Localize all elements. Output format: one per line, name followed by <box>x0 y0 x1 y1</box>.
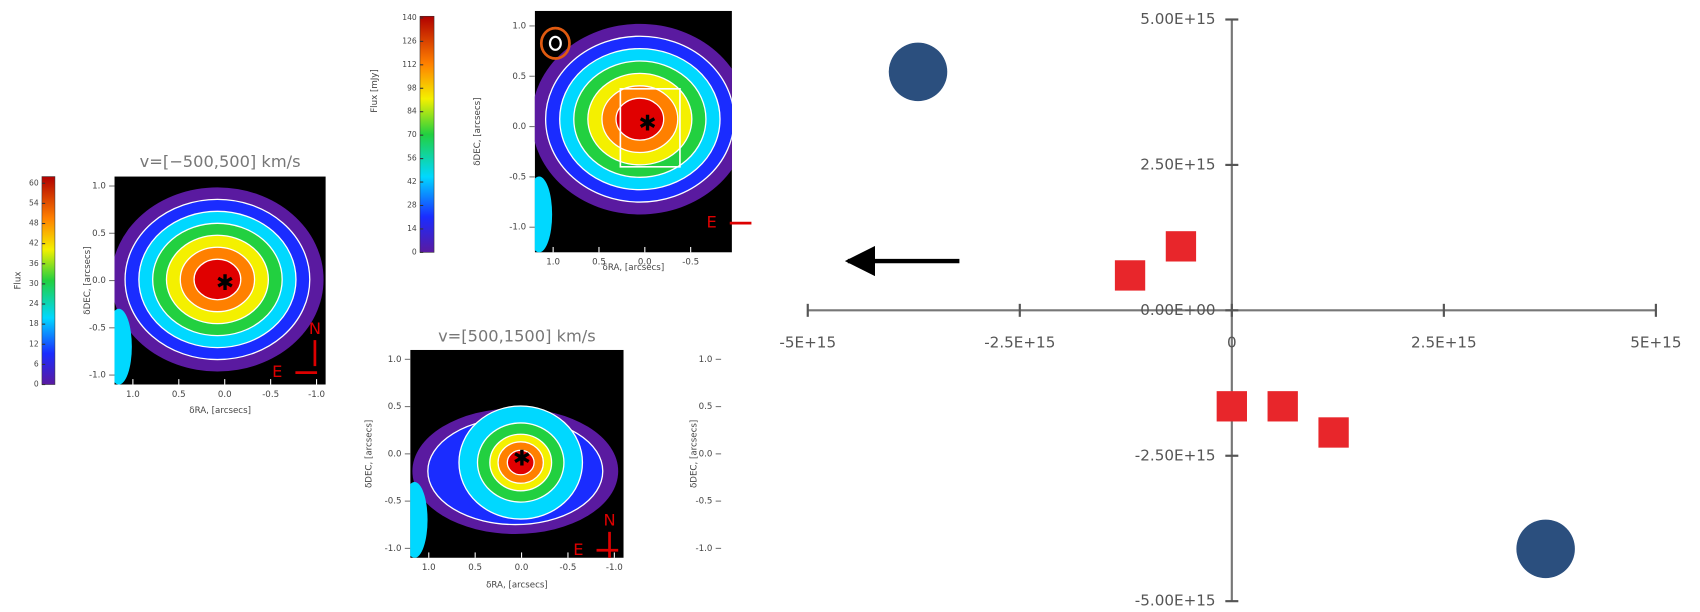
y-tick-label: -1.0 <box>509 223 526 233</box>
y-tick-label: 0.0 <box>92 276 106 286</box>
x-tick-label: 0.0 <box>515 563 529 573</box>
x-tick-label: 0.5 <box>172 390 186 400</box>
y-tick-label: 1.0 <box>92 182 106 192</box>
x-axis-label: δRA, [arcsecs] <box>486 580 548 590</box>
colorbar <box>420 16 434 252</box>
y-tick-label: -1.0 <box>696 544 713 554</box>
point <box>1318 417 1348 447</box>
colorbar-tick-label: 0 <box>34 380 39 389</box>
colorbar-tick-label: 98 <box>407 83 417 92</box>
x-tick-label: 5E+15 <box>1630 333 1681 351</box>
x-tick-label: -0.5 <box>560 563 577 573</box>
x-tick-label: -5E+15 <box>779 333 836 351</box>
compass-label: N <box>309 319 321 338</box>
y-tick-label: 2.50E+15 <box>1140 155 1215 173</box>
y-axis-label: δDEC, [arcsecs] <box>473 97 483 165</box>
y-axis-label: δDEC, [arcsecs] <box>365 420 375 488</box>
colorbar-tick-label: 60 <box>29 178 39 187</box>
colorbar-tick-label: 30 <box>29 279 39 288</box>
y-tick-label: 1.0 <box>699 355 713 365</box>
colorbar-label: Flux <box>14 272 24 290</box>
x-tick-label: 0.5 <box>468 563 482 573</box>
x-tick-label: -1.0 <box>606 563 623 573</box>
colorbar-tick-label: 18 <box>29 319 39 328</box>
y-tick-label: -0.5 <box>89 323 106 333</box>
colorbar-label: Flux [mJy] <box>370 69 380 113</box>
compass-label: E <box>707 213 717 232</box>
colorbar-tick-label: 6 <box>34 359 39 368</box>
y-tick-label: 0.00E+00 <box>1140 301 1215 319</box>
x-tick-label: 1.0 <box>546 258 560 268</box>
x-tick-label: -1.0 <box>308 390 325 400</box>
y-tick-label: -5.00E+15 <box>1135 592 1216 610</box>
compass-label: E <box>272 362 282 381</box>
panel-title: v=[500,1500] km/s <box>438 326 596 345</box>
colorbar <box>42 177 55 385</box>
y-tick-label: 0.5 <box>512 72 526 82</box>
colorbar-tick-label: 126 <box>402 36 417 45</box>
point <box>889 43 947 101</box>
centre-star: ✱ <box>216 271 234 296</box>
point <box>1217 391 1247 421</box>
point <box>1516 520 1574 578</box>
x-axis-label: δRA, [arcsecs] <box>603 263 665 273</box>
y-tick-label: 0.5 <box>92 229 106 239</box>
x-axis-label: δRA, [arcsecs] <box>189 406 251 416</box>
colorbar-tick-label: 70 <box>407 130 417 139</box>
y-tick-label: -0.5 <box>385 497 402 507</box>
x-tick-label: -0.5 <box>262 390 279 400</box>
edge-blob <box>402 482 428 558</box>
figure: ✱ 1.0 0.5 0.0 -0.5 -1.0 1.0 0.5 0.0 -0.5 -1.0 δDEC,… <box>0 0 1700 612</box>
colorbar-tick-label: 14 <box>407 224 417 233</box>
y-axis-label: δDEC, [arcsecs] <box>690 420 700 488</box>
compass-label: N <box>603 511 615 530</box>
y-tick-label: -1.0 <box>89 371 106 381</box>
colorbar-tick-label: 112 <box>402 60 417 69</box>
edge-blob <box>526 177 552 253</box>
x-tick-label: 2.5E+15 <box>1411 333 1477 351</box>
centre-star: ✱ <box>513 446 531 471</box>
y-tick-label: 5.00E+15 <box>1140 10 1215 28</box>
y-axis-label: δDEC, [arcsecs] <box>83 246 93 314</box>
y-tick-label: 0.0 <box>388 449 402 459</box>
colorbar-tick-label: 24 <box>29 299 39 308</box>
colorbar-tick-label: 42 <box>407 177 417 186</box>
point <box>1166 231 1196 261</box>
y-tick-label: -0.5 <box>509 172 526 182</box>
colorbar-tick-label: 84 <box>407 107 417 116</box>
x-tick-label: 0 <box>1227 333 1237 351</box>
colorbar-tick-label: 42 <box>29 239 39 248</box>
x-tick-label: -2.5E+15 <box>984 333 1055 351</box>
colorbar-tick-label: 12 <box>29 339 39 348</box>
point <box>1115 260 1145 290</box>
colorbar-tick-label: 28 <box>407 200 417 209</box>
colorbar-tick-label: 56 <box>407 154 417 163</box>
colorbar-tick-label: 36 <box>29 259 39 268</box>
y-tick-label: 0.5 <box>699 402 713 412</box>
colorbar-tick-label: 140 <box>402 13 417 22</box>
y-tick-label: -2.50E+15 <box>1135 446 1216 464</box>
page: {"chart_data": [ {"type": "map", "title"… <box>0 0 1700 612</box>
y-tick-label: 0.0 <box>512 122 526 132</box>
point <box>1268 391 1298 421</box>
centre-star: ✱ <box>638 112 656 137</box>
x-tick-label: -0.5 <box>682 258 699 268</box>
x-tick-label: 0.0 <box>218 390 232 400</box>
edge-blob <box>106 309 132 385</box>
x-tick-label: 1.0 <box>422 563 436 573</box>
y-tick-label: 0.0 <box>699 449 713 459</box>
x-tick-label: 1.0 <box>126 390 140 400</box>
y-tick-label: 1.0 <box>512 21 526 31</box>
colorbar-tick-label: 0 <box>412 247 417 256</box>
panel-title: v=[−500,500] km/s <box>140 152 301 171</box>
colorbar-tick-label: 54 <box>29 198 39 207</box>
y-tick-label: 0.5 <box>388 402 402 412</box>
y-tick-label: -1.0 <box>385 544 402 554</box>
y-tick-label: -0.5 <box>696 497 713 507</box>
compass-label: E <box>573 540 583 559</box>
y-tick-label: 1.0 <box>388 355 402 365</box>
colorbar-tick-label: 48 <box>29 219 39 228</box>
